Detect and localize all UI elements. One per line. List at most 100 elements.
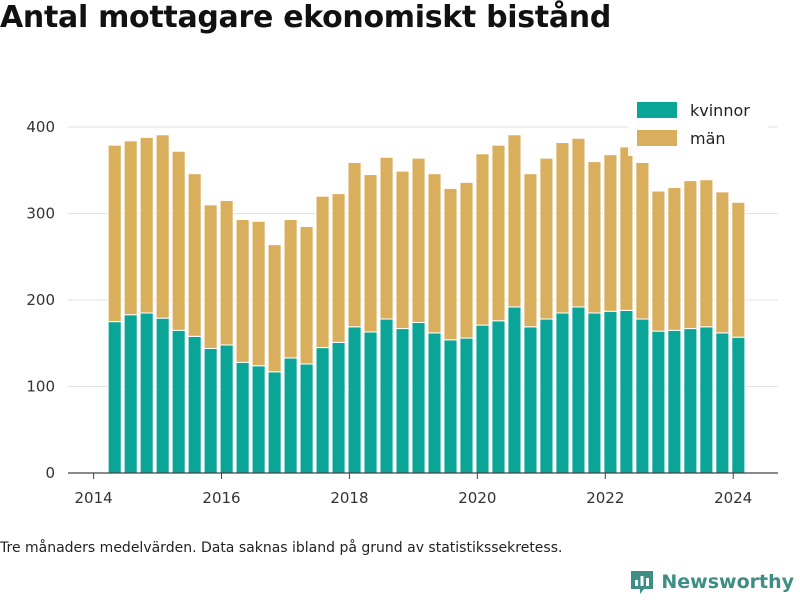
x-tick-label: 2020: [458, 489, 496, 507]
bar-kvinnor: [411, 321, 426, 474]
bar-män: [363, 174, 378, 333]
bar-män: [171, 150, 186, 331]
y-tick-label: 100: [26, 378, 55, 396]
bar-män: [699, 179, 714, 328]
bar-män: [635, 161, 650, 320]
bar-kvinnor: [475, 324, 490, 474]
legend-label-män: män: [690, 129, 726, 148]
bar-män: [107, 144, 122, 323]
bar-kvinnor: [347, 326, 362, 474]
bar-kvinnor: [491, 320, 506, 474]
bar-kvinnor: [155, 317, 170, 474]
bar-kvinnor: [667, 329, 682, 474]
chart-footnote: Tre månaders medelvärden. Data saknas ib…: [0, 540, 563, 556]
bar-män: [203, 204, 218, 349]
bar-män: [251, 220, 266, 367]
bar-män: [187, 173, 202, 337]
bar-män: [587, 161, 602, 314]
bar-män: [379, 156, 394, 320]
bar-kvinnor: [331, 341, 346, 474]
bar-män: [475, 153, 490, 326]
bar-män: [683, 180, 698, 330]
legend-label-kvinnor: kvinnor: [690, 101, 750, 120]
bar-kvinnor: [235, 361, 250, 474]
bar-män: [283, 219, 298, 359]
bar-män: [603, 154, 618, 312]
bar-kvinnor: [635, 318, 650, 474]
bar-kvinnor: [187, 335, 202, 474]
bar-kvinnor: [731, 336, 746, 474]
bar-kvinnor: [123, 314, 138, 474]
bar-kvinnor: [299, 363, 314, 474]
bar-kvinnor: [395, 328, 410, 474]
bar-män: [299, 225, 314, 365]
bar-chart-logo-icon: [631, 571, 654, 594]
bar-män: [267, 244, 282, 373]
chart-title: Antal mottagare ekonomiskt bistånd: [0, 0, 612, 35]
y-tick-label: 400: [26, 118, 55, 136]
bar-män: [123, 140, 138, 316]
bar-kvinnor: [539, 318, 554, 474]
bar-kvinnor: [363, 331, 378, 474]
bar-män: [443, 187, 458, 341]
y-tick-label: 200: [26, 291, 55, 309]
bar-män: [411, 157, 426, 323]
bar-kvinnor: [603, 310, 618, 474]
bar-män: [667, 187, 682, 331]
bar-kvinnor: [219, 344, 234, 474]
bar-män: [523, 173, 538, 328]
bar-kvinnor: [507, 306, 522, 474]
bar-kvinnor: [715, 332, 730, 474]
newsworthy-brand: Newsworthy: [629, 569, 794, 595]
bar-män: [555, 142, 570, 314]
bar-kvinnor: [315, 347, 330, 474]
bar-män: [491, 144, 506, 322]
legend-swatch-män: [637, 130, 677, 146]
bar-kvinnor: [459, 337, 474, 474]
bar-män: [571, 137, 586, 308]
brand-name: Newsworthy: [661, 571, 794, 593]
bar-män: [427, 173, 442, 334]
bar-kvinnor: [651, 330, 666, 474]
bar-män: [715, 191, 730, 334]
bar-män: [219, 200, 234, 346]
bar-kvinnor: [267, 371, 282, 474]
bar-män: [507, 134, 522, 308]
bar-män: [139, 136, 154, 314]
bar-män: [619, 146, 634, 311]
y-tick-label: 300: [26, 205, 55, 223]
bar-kvinnor: [587, 312, 602, 474]
bar-män: [651, 190, 666, 332]
bar-kvinnor: [379, 318, 394, 474]
legend-swatch-kvinnor: [637, 102, 677, 118]
bar-kvinnor: [699, 326, 714, 474]
bar-män: [395, 170, 410, 330]
x-tick-label: 2016: [202, 489, 240, 507]
x-tick-label: 2024: [714, 489, 752, 507]
bar-kvinnor: [107, 321, 122, 474]
bar-män: [731, 201, 746, 338]
bar-män: [235, 219, 250, 363]
bar-kvinnor: [443, 339, 458, 474]
bar-män: [459, 181, 474, 339]
bar-kvinnor: [427, 332, 442, 474]
bar-kvinnor: [555, 312, 570, 474]
x-tick-label: 2022: [586, 489, 624, 507]
bar-män: [155, 134, 170, 319]
y-tick-label: 0: [45, 464, 55, 482]
x-tick-label: 2014: [74, 489, 112, 507]
bar-kvinnor: [571, 306, 586, 474]
bar-män: [347, 161, 362, 328]
x-tick-label: 2018: [330, 489, 368, 507]
bar-kvinnor: [683, 328, 698, 474]
bar-kvinnor: [171, 329, 186, 474]
bar-män: [331, 193, 346, 343]
bar-kvinnor: [283, 357, 298, 474]
bar-kvinnor: [251, 365, 266, 474]
bar-kvinnor: [203, 347, 218, 474]
bar-kvinnor: [523, 326, 538, 474]
bar-män: [315, 195, 330, 349]
bar-kvinnor: [619, 309, 634, 474]
bar-kvinnor: [139, 312, 154, 474]
